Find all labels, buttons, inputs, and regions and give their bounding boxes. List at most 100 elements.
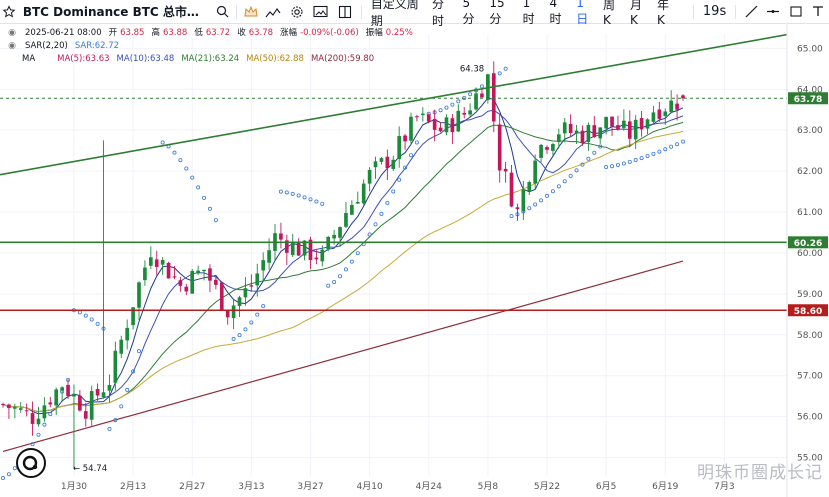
change-label: 涨幅 <box>280 28 298 38</box>
candle-body <box>208 268 212 281</box>
candle-body <box>681 95 685 99</box>
candle-body <box>545 147 549 150</box>
trendline-tool-icon[interactable] <box>740 0 762 24</box>
star-icon[interactable] <box>0 0 19 24</box>
sar-dot <box>450 102 455 107</box>
tf-4h[interactable]: 4时 <box>549 0 562 26</box>
rect-tool-icon[interactable] <box>785 0 807 24</box>
sar-dot <box>119 404 124 409</box>
ma5-value: MA(5):63.63 <box>57 54 110 64</box>
y-tick-label: 55.00 <box>797 454 823 464</box>
sar-dot <box>207 206 212 211</box>
indicator-icon[interactable] <box>261 0 285 24</box>
layout-icon[interactable] <box>333 0 357 24</box>
sar-dot <box>373 222 378 227</box>
candle-body <box>78 395 82 411</box>
candle-body <box>261 260 266 271</box>
sar-dot <box>6 472 11 477</box>
candle-body <box>60 387 64 391</box>
candle-body <box>456 110 461 132</box>
photo-icon[interactable] <box>309 0 333 24</box>
candle-body <box>462 112 467 115</box>
sar-dot <box>663 147 668 152</box>
tf-15min[interactable]: 15分 <box>489 0 505 26</box>
sar-dot <box>355 251 360 256</box>
sar-dot <box>320 201 325 206</box>
toolbar-divider <box>360 4 362 19</box>
sar-dot <box>639 156 644 161</box>
candle-body <box>533 160 538 184</box>
candle-body <box>651 112 656 122</box>
candle-body <box>497 124 502 171</box>
candle-body <box>355 202 360 204</box>
tf-1d[interactable]: 1日 <box>576 0 589 26</box>
ma10-value: MA(10):63.48 <box>116 54 175 64</box>
symbol-title[interactable]: BTC Dominance BTC 总市… <box>22 5 199 19</box>
candle-body <box>160 259 165 265</box>
eye-icon[interactable]: ◉ <box>8 28 16 38</box>
sar-dot <box>278 189 283 194</box>
hline-tool-icon[interactable] <box>762 0 784 24</box>
candle-body <box>580 130 585 144</box>
text-tool-icon[interactable] <box>807 0 829 24</box>
y-tick-label: 65.00 <box>797 44 823 54</box>
tf-month[interactable]: 月K <box>630 0 643 27</box>
y-tick-label: 57.00 <box>797 372 823 382</box>
sar-dot <box>408 153 413 158</box>
y-tick-label: 58.00 <box>797 331 823 341</box>
candle-body <box>568 123 573 134</box>
sar-dot <box>385 200 390 205</box>
search-icon[interactable] <box>213 0 232 24</box>
high-annotation: 64.38 <box>460 65 484 75</box>
x-tick-label: 1月30 <box>61 481 87 492</box>
candle-body <box>54 389 59 406</box>
candle-body <box>350 204 354 215</box>
candle-body <box>18 408 23 410</box>
tf-custom[interactable]: 自定义周期 <box>370 0 419 28</box>
tf-realtime[interactable]: 分时 <box>432 0 445 28</box>
countdown-label: 19s <box>702 4 727 19</box>
sar-dot <box>343 267 348 272</box>
sar-dot <box>580 162 585 167</box>
candle-body <box>237 297 242 306</box>
candle-body <box>509 172 514 207</box>
sar-dot <box>249 320 254 325</box>
eye-icon[interactable]: ◉ <box>8 41 16 51</box>
sar-dot <box>202 195 207 200</box>
toolbar-divider <box>735 4 737 19</box>
x-tick-label: 7月3 <box>714 481 734 492</box>
sar-dot <box>190 175 195 180</box>
tf-5min[interactable]: 5分 <box>462 0 475 26</box>
crown-icon[interactable] <box>241 0 262 24</box>
candle-body <box>397 136 402 160</box>
watermark: 明珠币圈成长记 <box>697 463 823 483</box>
tf-year[interactable]: 年K <box>657 0 670 27</box>
sar-dot <box>592 150 597 155</box>
sar-dot <box>172 150 177 155</box>
candle-body <box>225 310 230 318</box>
amplitude-value: 0.25% <box>385 28 413 38</box>
gear-icon[interactable] <box>285 0 309 24</box>
candle-body <box>24 410 29 412</box>
low-label: 低 <box>194 28 203 38</box>
candle-body <box>196 270 200 274</box>
y-tick-label: 61.00 <box>797 208 823 218</box>
sar-dot <box>444 105 449 110</box>
ma200-value: MA(200):59.80 <box>310 54 375 64</box>
candle-body <box>521 189 526 212</box>
candle-body <box>669 100 674 113</box>
candle-body <box>131 307 135 326</box>
candle-body <box>592 125 597 138</box>
candle-body <box>113 350 118 383</box>
amplitude-label: 振幅 <box>365 28 383 38</box>
sar-dot <box>574 168 579 173</box>
candle-body <box>373 161 378 168</box>
candle-body <box>154 259 159 267</box>
sar-dot <box>468 92 473 97</box>
tf-1h[interactable]: 1时 <box>522 0 535 26</box>
sar-dot <box>0 476 6 481</box>
price-chart[interactable]: 1月30 2月13 2月27 3月13 3月27 4月10 4月24 5月8 5月22 6月5 6月… <box>0 24 829 497</box>
price-label: 58.60 <box>794 307 822 317</box>
tf-week[interactable]: 周K <box>603 0 616 27</box>
candle-body <box>284 240 289 253</box>
